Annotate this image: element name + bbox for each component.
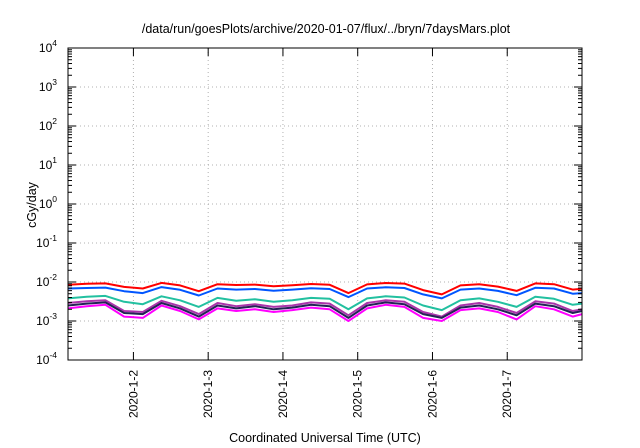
chart-title: /data/run/goesPlots/archive/2020-01-07/f… — [142, 22, 511, 36]
y-tick-label: 10-3 — [36, 311, 57, 328]
x-tick-label: 2020-1-4 — [276, 370, 290, 418]
series-line-1 — [67, 281, 583, 296]
series-line-4 — [67, 299, 583, 318]
series-line-3 — [67, 294, 583, 312]
grid — [68, 48, 582, 360]
y-axis-label: cGy/day — [25, 181, 39, 228]
y-tick-label: 10-4 — [36, 350, 57, 367]
x-tick-label: 2020-1-7 — [500, 370, 514, 418]
y-ticks: 10-4 10-3 10-2 10-1 100 101 102 103 104 — [36, 38, 582, 367]
y-tick-label: 102 — [39, 116, 57, 133]
plot-lines — [67, 281, 583, 322]
y-tick-label: 100 — [39, 194, 57, 211]
series-line-6 — [67, 303, 583, 322]
x-axis-label: Coordinated Universal Time (UTC) — [229, 431, 421, 445]
x-tick-label: 2020-1-2 — [126, 370, 140, 418]
series-line-2 — [67, 286, 583, 300]
y-tick-label: 101 — [39, 155, 57, 172]
x-tick-label: 2020-1-3 — [201, 370, 215, 418]
y-tick-label: 103 — [39, 77, 57, 94]
series-line-5 — [67, 301, 583, 319]
y-tick-label: 10-2 — [36, 272, 57, 289]
x-ticks: 2020-1-2 2020-1-3 2020-1-4 2020-1-5 2020-1-6… — [126, 48, 514, 418]
y-tick-label: 104 — [39, 38, 57, 55]
x-tick-label: 2020-1-5 — [351, 370, 365, 418]
x-tick-label: 2020-1-6 — [425, 370, 439, 418]
y-tick-label: 10-1 — [36, 233, 57, 250]
